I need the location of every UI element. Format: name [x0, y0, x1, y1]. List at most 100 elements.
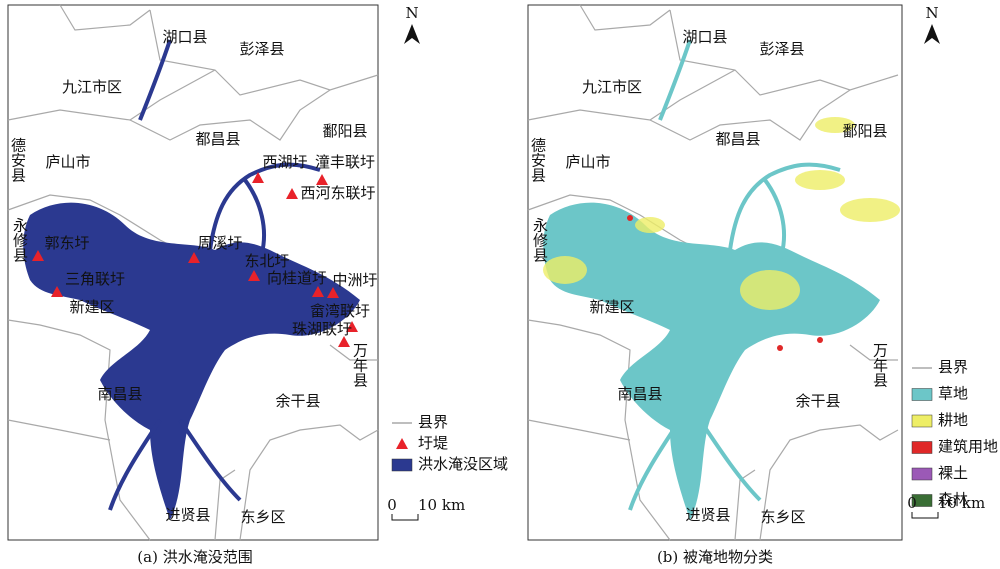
dyke-marker: [316, 174, 328, 185]
scale-end: 10 km: [418, 496, 465, 514]
county-border: [329, 344, 378, 361]
cropland: [740, 270, 800, 310]
scale-start: 0: [387, 496, 397, 514]
county-border: [527, 194, 701, 251]
legend-swatch: [396, 438, 408, 449]
legend-label: 草地: [938, 385, 968, 403]
legend-label: 森林: [938, 491, 968, 509]
place-label: 进贤县: [685, 506, 730, 524]
scale-bar: [911, 512, 939, 519]
place-label: 新建区: [589, 298, 634, 316]
dyke-label: 西河东联圩: [300, 184, 375, 202]
built-up: [777, 345, 783, 351]
place-label: 东乡区: [240, 508, 285, 526]
cropland: [543, 256, 587, 284]
place-label: 鄱阳县: [322, 122, 367, 140]
built-up: [627, 215, 633, 221]
dyke-marker: [346, 321, 358, 332]
cropland: [815, 117, 855, 133]
legend-label: 洪水淹没区域: [418, 455, 508, 473]
place-label: 余干县: [275, 392, 320, 410]
dyke-label: 周溪圩: [197, 234, 242, 252]
legend-label: 耕地: [938, 411, 968, 429]
county-border: [527, 419, 631, 441]
dyke-label: 潼丰联圩: [315, 153, 375, 171]
cropland: [795, 170, 845, 190]
legend-swatch: [911, 388, 933, 401]
dyke-marker: [51, 286, 63, 297]
place-label: 南昌县: [97, 385, 142, 403]
county-border: [7, 419, 111, 441]
dyke-marker: [338, 336, 350, 347]
legend-label: 县界: [418, 413, 448, 431]
dyke-marker: [252, 172, 264, 183]
county-border: [7, 319, 151, 541]
dyke-marker: [188, 252, 200, 263]
legend-swatch: [911, 467, 933, 481]
north-label: N: [405, 4, 418, 22]
legend-swatch: [911, 441, 933, 454]
legend-swatch: [911, 494, 933, 507]
place-label: 庐山市: [565, 153, 610, 171]
place-label: 进贤县: [165, 506, 210, 524]
county-border: [649, 89, 851, 141]
cropland: [840, 198, 900, 222]
place-label: 万年县: [871, 343, 889, 388]
place-label: 九江市区: [582, 78, 642, 96]
north-arrow: [924, 24, 940, 44]
legend-label: 建筑用地: [938, 438, 998, 456]
county-border: [849, 344, 898, 361]
scale-bar: [391, 514, 419, 521]
place-label: 南昌县: [617, 385, 662, 403]
county-border: [759, 424, 899, 541]
dyke-label: 西湖圩: [262, 153, 307, 171]
place-label: 新建区: [69, 298, 114, 316]
north-arrow: [404, 24, 420, 44]
county-border: [129, 89, 331, 141]
place-label: 都昌县: [195, 130, 240, 148]
legend-swatch: [391, 458, 413, 472]
place-label: 九江市区: [62, 78, 122, 96]
dyke-label: 中洲圩: [332, 271, 377, 289]
scale-end: 10 km: [938, 494, 985, 512]
place-label: 永修县: [11, 218, 29, 263]
place-label: 永修县: [531, 218, 549, 263]
dyke-label: 东北圩: [244, 252, 289, 270]
panel-caption: (a) 洪水淹没范围: [137, 548, 252, 566]
dyke-label: 郭东圩: [44, 234, 89, 252]
forest-channel: [628, 39, 841, 511]
place-label: 彭泽县: [239, 40, 284, 58]
place-label: 彭泽县: [759, 40, 804, 58]
legend-label: 圩堤: [418, 434, 448, 452]
built-up: [817, 337, 823, 343]
place-label: 庐山市: [45, 153, 90, 171]
place-label: 德安县: [9, 137, 27, 183]
county-border: [527, 319, 671, 541]
panel-caption: (b) 被淹地物分类: [657, 548, 773, 566]
place-label: 鄱阳县: [842, 122, 887, 140]
place-label: 余干县: [795, 392, 840, 410]
dyke-marker: [248, 270, 260, 281]
dyke-label: 珠湖联圩: [292, 320, 352, 338]
place-label: 都昌县: [715, 130, 760, 148]
county-border: [239, 424, 379, 541]
flood-area: [23, 202, 360, 520]
cropland: [635, 217, 665, 233]
dyke-label: 畲湾联圩: [310, 302, 370, 320]
legend-swatch: [911, 414, 933, 428]
north-label: N: [925, 4, 938, 22]
dyke-marker: [286, 188, 298, 199]
county-border: [59, 4, 151, 31]
county-border: [7, 194, 181, 251]
place-label: 湖口县: [682, 28, 727, 46]
legend-label: 裸土: [938, 464, 968, 482]
dyke-label: 三角联圩: [65, 270, 125, 288]
place-label: 德安县: [529, 137, 547, 183]
county-border: [579, 4, 671, 31]
dyke-marker: [312, 286, 324, 297]
legend-label: 县界: [938, 358, 968, 376]
place-label: 东乡区: [760, 508, 805, 526]
